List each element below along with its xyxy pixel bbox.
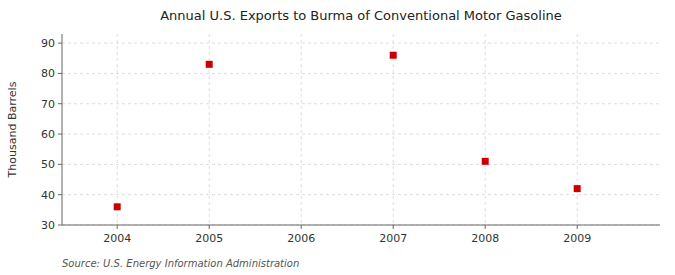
y-axis-line (62, 34, 63, 225)
x-tick (485, 225, 486, 229)
chart-container: Annual U.S. Exports to Burma of Conventi… (0, 0, 675, 275)
x-axis-line (62, 225, 660, 226)
x-tick-label: 2004 (103, 232, 131, 245)
point (114, 203, 121, 210)
title: Annual U.S. Exports to Burma of Conventi… (160, 8, 562, 23)
x-tick-label: 2007 (379, 232, 407, 245)
y-tick-label: 90 (41, 37, 55, 50)
y-tick (58, 73, 62, 74)
y-tick (58, 225, 62, 226)
x-tick-label: 2006 (287, 232, 315, 245)
grid-line-y (62, 164, 660, 165)
grid-line-y (62, 225, 660, 226)
x-tick (117, 225, 118, 229)
grid (62, 34, 660, 225)
grid-line-y (62, 134, 660, 135)
y-tick (58, 134, 62, 135)
source: Source: U.S. Energy Information Administ… (62, 258, 299, 269)
y-axis-label: Thousand Barrels (6, 81, 19, 178)
x-tick (393, 225, 394, 229)
grid-line-y (62, 194, 660, 195)
grid-line-x (485, 34, 486, 225)
points (114, 52, 581, 211)
point (574, 185, 581, 192)
x-tick (301, 225, 302, 229)
x-tick (209, 225, 210, 229)
y-tick-label: 80 (41, 67, 55, 80)
grid-line-x (393, 34, 394, 225)
grid-line-y (62, 103, 660, 104)
y-tick (58, 103, 62, 104)
y-tick-label: 70 (41, 98, 55, 111)
grid-line-y (62, 43, 660, 44)
y-tick-label: 40 (41, 189, 55, 202)
y-tick (58, 164, 62, 165)
point (390, 52, 397, 59)
grid-line-x (301, 34, 302, 225)
x-tick-label: 2008 (471, 232, 499, 245)
grid-line-x (117, 34, 118, 225)
y-tick-label: 60 (41, 128, 55, 141)
y-tick-label: 30 (41, 219, 55, 232)
y-tick-label: 50 (41, 158, 55, 171)
y-tick (58, 43, 62, 44)
point (482, 158, 489, 165)
chart-svg: Annual U.S. Exports to Burma of Conventi… (0, 0, 675, 275)
grid-line-y (62, 73, 660, 74)
x-tick-label: 2009 (563, 232, 591, 245)
x-tick-label: 2005 (195, 232, 223, 245)
y-tick (58, 194, 62, 195)
x-tick (577, 225, 578, 229)
grid-line-x (577, 34, 578, 225)
point (206, 61, 213, 68)
